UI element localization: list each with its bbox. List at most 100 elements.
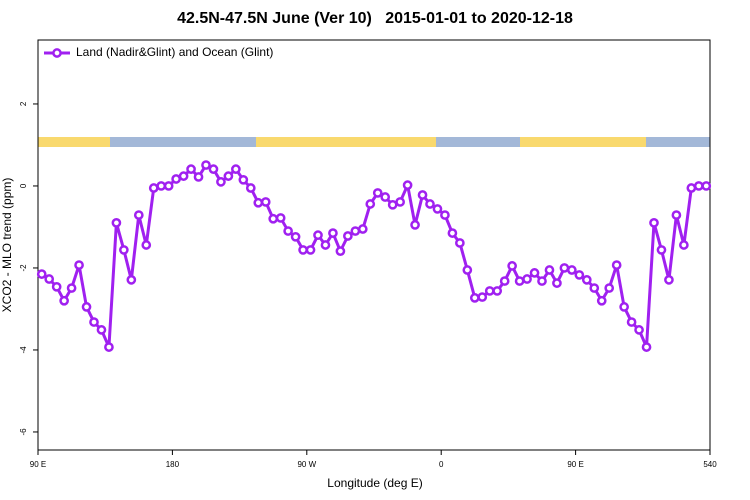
data-point (395, 197, 405, 207)
data-point (268, 213, 279, 224)
data-point (320, 240, 331, 250)
data-point (380, 192, 391, 202)
data-point (477, 292, 488, 302)
data-point (552, 278, 562, 288)
data-point (141, 240, 152, 250)
data-point (589, 283, 600, 293)
data-point (119, 245, 129, 255)
data-point (656, 245, 667, 255)
data-point (372, 188, 383, 198)
y-tick-label: 0 (19, 183, 28, 188)
x-tick-label: 0 (439, 460, 444, 469)
y-tick-label: 2 (19, 101, 28, 106)
data-point (201, 160, 211, 170)
legend-marker (52, 48, 62, 58)
y-tick-label: -4 (19, 346, 28, 354)
data-point (305, 245, 316, 255)
legend-label: Land (Nadir&Glint) and Ocean (Glint) (76, 45, 273, 59)
data-point (238, 174, 249, 185)
data-point (193, 172, 204, 182)
data-point (59, 295, 69, 306)
land-ocean-strip (38, 137, 710, 147)
data-point (186, 164, 196, 174)
land-band (256, 137, 436, 147)
data-point (81, 302, 92, 312)
y-axis-label: XCO2 - MLO trend (ppm) (0, 178, 14, 313)
data-point (365, 199, 376, 209)
data-point (574, 270, 585, 280)
data-point (66, 283, 77, 293)
x-tick-label: 540 (703, 460, 717, 469)
data-point (619, 302, 629, 312)
data-point (335, 246, 346, 256)
data-point (111, 218, 122, 228)
data-point (522, 274, 532, 284)
data-point (223, 171, 234, 181)
data-point (51, 281, 62, 292)
data-point (529, 268, 540, 278)
data-point (148, 183, 159, 193)
data-point (156, 181, 167, 191)
data-point (634, 325, 644, 335)
data-point (231, 164, 241, 174)
data-point (298, 245, 308, 255)
data-point (514, 276, 525, 286)
data-point (596, 295, 607, 306)
x-tick-label: 90 W (297, 460, 316, 469)
data-point (447, 228, 458, 238)
data-point (208, 164, 219, 174)
data-point (260, 197, 271, 207)
data-point (611, 260, 622, 270)
data-point (649, 218, 659, 228)
data-point (440, 210, 450, 220)
data-point (402, 180, 413, 190)
data-point (171, 174, 181, 184)
data-point (455, 238, 465, 248)
data-point (425, 199, 435, 209)
data-point (686, 183, 697, 193)
data-point (313, 230, 323, 241)
data-point (492, 286, 503, 296)
data-point (432, 204, 443, 214)
land-band (38, 137, 110, 147)
data-point (671, 210, 682, 220)
data-point (679, 240, 689, 250)
chart-title: 42.5N-47.5N June (Ver 10) 2015-01-01 to … (177, 10, 573, 27)
data-point (283, 226, 293, 236)
data-point (350, 226, 361, 236)
data-point (664, 275, 674, 285)
data-point (253, 197, 264, 208)
data-point (484, 286, 495, 296)
data-point (357, 224, 368, 234)
data-point (410, 220, 420, 230)
data-point (133, 210, 144, 220)
x-axis-label: Longitude (deg E) (327, 476, 422, 490)
plot-frame (37, 39, 711, 451)
data-point (44, 274, 55, 284)
data-point (96, 325, 107, 335)
land-band (520, 137, 646, 147)
data-point (567, 265, 577, 275)
data-point (275, 213, 286, 223)
data-point (74, 260, 84, 270)
data-point (507, 261, 517, 271)
data-point (178, 171, 189, 181)
y-tick-label: -2 (19, 264, 28, 272)
data-point (290, 231, 301, 242)
data-point (216, 177, 226, 187)
data-point (469, 293, 480, 303)
data-point (604, 283, 615, 293)
data-point (163, 181, 174, 191)
data-point (693, 181, 704, 191)
data-point (36, 269, 47, 279)
data-point (126, 275, 137, 285)
data-point (641, 342, 652, 352)
data-point (701, 181, 712, 191)
data-point (89, 317, 99, 327)
data-point (245, 183, 256, 193)
data-point (559, 263, 570, 273)
y-tick-label: -6 (19, 428, 28, 436)
x-tick-label: 180 (166, 460, 180, 469)
data-point (104, 342, 114, 352)
